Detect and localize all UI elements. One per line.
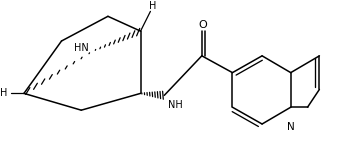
Text: H: H bbox=[149, 1, 156, 11]
Text: HN: HN bbox=[74, 43, 89, 53]
Text: O: O bbox=[199, 20, 207, 30]
Text: N: N bbox=[287, 122, 295, 132]
Text: NH: NH bbox=[168, 100, 183, 110]
Text: H: H bbox=[0, 88, 7, 98]
